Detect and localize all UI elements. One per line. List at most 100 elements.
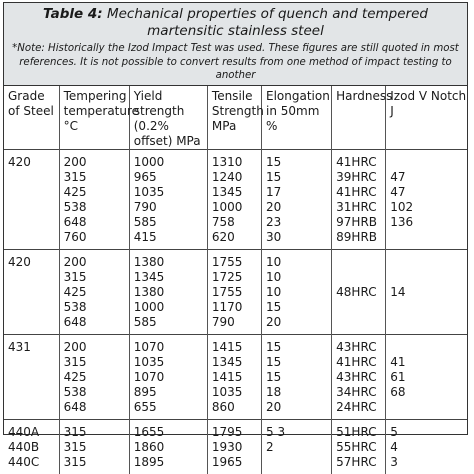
cell-value: 315 — [64, 440, 129, 455]
cell-value: 30 — [266, 230, 331, 245]
cell-value: 315 — [64, 355, 129, 370]
cell-value: 655 — [134, 400, 207, 415]
cell-value: 2 — [266, 440, 331, 455]
cell-value — [8, 285, 59, 300]
cell-value: 48HRC — [336, 285, 385, 300]
cell-value — [8, 385, 59, 400]
cell-value: 538 — [64, 385, 129, 400]
izod-cell: 14 — [386, 250, 467, 335]
cell-value: 425 — [64, 285, 129, 300]
cell-value — [336, 315, 385, 330]
cell-value: 790 — [212, 315, 261, 330]
cell-value — [336, 270, 385, 285]
cell-value: 1035 — [134, 185, 207, 200]
table-title-text: Mechanical properties of quench and temp… — [103, 6, 428, 39]
cell-value: 1240 — [212, 170, 261, 185]
cell-value — [336, 255, 385, 270]
cell-value — [8, 200, 59, 215]
cell-value: 20 — [266, 200, 331, 215]
cell-value: 315 — [64, 270, 129, 285]
cell-value: 15 — [266, 155, 331, 170]
cell-value — [8, 270, 59, 285]
grade-cell: 420 — [4, 150, 59, 250]
grade-cell: 431 — [4, 335, 59, 420]
cell-value — [8, 230, 59, 245]
cell-value: 425 — [64, 185, 129, 200]
cell-value — [266, 455, 331, 470]
cell-value: 1035 — [134, 355, 207, 370]
cell-value: 1035 — [212, 385, 261, 400]
cell-value: 1895 — [134, 455, 207, 470]
cell-value: 790 — [134, 200, 207, 215]
cell-value: 1345 — [134, 270, 207, 285]
cell-value: 200 — [64, 255, 129, 270]
cell-value: 1860 — [134, 440, 207, 455]
cell-value: 89HRB — [336, 230, 385, 245]
cell-value: 648 — [64, 315, 129, 330]
cell-value: 315 — [64, 170, 129, 185]
cell-value: 585 — [134, 315, 207, 330]
cell-value — [8, 315, 59, 330]
cell-value: 15 — [266, 370, 331, 385]
cell-value: 315 — [64, 455, 129, 470]
cell-value: 1415 — [212, 370, 261, 385]
cell-value: 5 — [390, 425, 467, 440]
cell-value: 15 — [266, 300, 331, 315]
cell-value: 1070 — [134, 370, 207, 385]
cell-value: 538 — [64, 200, 129, 215]
cell-value: 1345 — [212, 185, 261, 200]
cell-value: 1725 — [212, 270, 261, 285]
table-frame: Table 4: Mechanical properties of quench… — [3, 2, 468, 435]
cell-value: 34HRC — [336, 385, 385, 400]
cell-value: 41HRC — [336, 185, 385, 200]
col-header-hardness: Hardness — [332, 86, 386, 150]
cell-value — [336, 300, 385, 315]
cell-value: 18 — [266, 385, 331, 400]
table-title: Table 4: Mechanical properties of quench… — [4, 6, 467, 40]
cell-value — [390, 155, 467, 170]
cell-value: 41HRC — [336, 155, 385, 170]
cell-value: 15 — [266, 340, 331, 355]
col-header-tensile: Tensile Strength MPa — [207, 86, 261, 150]
table-note: *Note: Historically the Izod Impact Test… — [4, 42, 467, 83]
cell-value: 965 — [134, 170, 207, 185]
cell-value — [390, 270, 467, 285]
cell-value — [390, 400, 467, 415]
cell-value: 1310 — [212, 155, 261, 170]
cell-value: 23 — [266, 215, 331, 230]
cell-value: 620 — [212, 230, 261, 245]
cell-value: 1380 — [134, 255, 207, 270]
cell-value: 860 — [212, 400, 261, 415]
cell-value: 1965 — [212, 455, 261, 470]
cell-value — [390, 255, 467, 270]
table-number: Table 4: — [43, 6, 103, 22]
cell-value: 55HRC — [336, 440, 385, 455]
cell-value — [8, 355, 59, 370]
cell-value: 5 3 — [266, 425, 331, 440]
cell-value: 415 — [134, 230, 207, 245]
cell-value: 758 — [212, 215, 261, 230]
cell-value: 68 — [390, 385, 467, 400]
cell-value: 14 — [390, 285, 467, 300]
cell-value: 425 — [64, 370, 129, 385]
cell-value: 1000 — [212, 200, 261, 215]
cell-value: 20 — [266, 315, 331, 330]
cell-value: 41HRC — [336, 355, 385, 370]
cell-value: 1380 — [134, 285, 207, 300]
col-header-izod: Izod V Notch J — [386, 86, 467, 150]
table-header-box: Table 4: Mechanical properties of quench… — [4, 3, 467, 86]
cell-value — [8, 370, 59, 385]
